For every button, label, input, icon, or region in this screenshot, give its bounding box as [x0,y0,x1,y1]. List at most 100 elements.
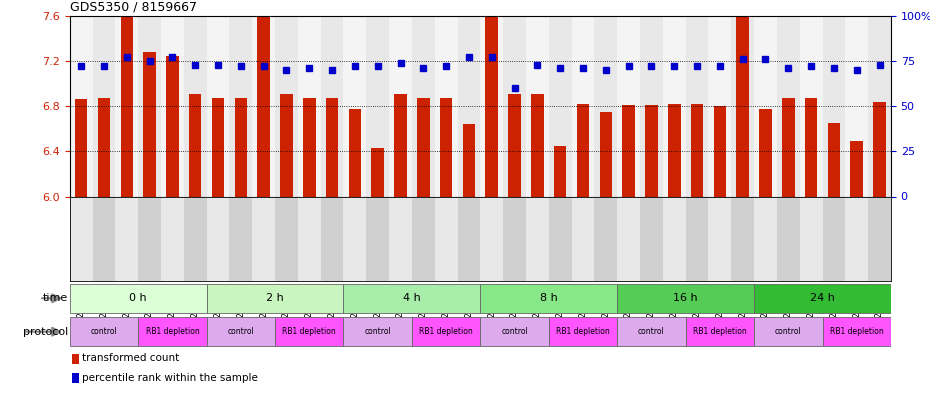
Text: RB1 depletion: RB1 depletion [283,327,336,336]
Text: time: time [43,293,68,303]
Bar [161,16,184,196]
Bar [412,317,480,346]
Bar [206,196,230,281]
Bar [822,16,845,196]
Bar [713,106,726,196]
Bar [70,196,93,281]
Bar [412,16,434,196]
Text: 4 h: 4 h [403,293,420,303]
Bar [321,196,343,281]
Bar [618,196,640,281]
Text: RB1 depletion: RB1 depletion [556,327,610,336]
Bar [321,16,343,196]
Bar [845,16,868,196]
Bar [189,94,202,196]
Bar [366,196,389,281]
Bar [115,196,139,281]
Bar [800,16,822,196]
Bar [161,196,184,281]
Bar [526,196,549,281]
Bar [731,196,754,281]
Bar [754,16,777,196]
Bar [303,98,315,196]
Text: control: control [638,327,665,336]
Bar [645,105,658,196]
Bar [640,16,663,196]
Bar [554,146,566,196]
Bar [184,16,206,196]
Bar [845,196,868,281]
Bar [280,94,293,196]
Bar [622,105,635,196]
Bar [230,196,252,281]
Bar [549,196,572,281]
Text: control: control [501,327,528,336]
Bar [549,16,572,196]
Bar [572,16,594,196]
Text: RB1 depletion: RB1 depletion [830,327,884,336]
Bar [417,98,430,196]
Text: control: control [775,327,802,336]
Text: control: control [228,327,254,336]
Bar [503,196,526,281]
Bar [480,16,503,196]
Bar [394,94,406,196]
Bar [873,102,885,196]
Bar [549,317,618,346]
Bar [343,16,366,196]
Text: 16 h: 16 h [673,293,698,303]
Bar [343,196,366,281]
Bar [349,110,361,196]
Bar [618,284,754,313]
Text: 2 h: 2 h [266,293,284,303]
Bar [618,16,640,196]
Bar [75,99,87,196]
Bar [139,196,161,281]
Bar [668,104,681,196]
Bar [480,317,549,346]
Bar [275,317,343,346]
Bar [298,16,321,196]
Bar [139,16,161,196]
Bar [412,196,434,281]
Bar [777,16,800,196]
Bar [509,94,521,196]
Bar [234,98,247,196]
Bar [258,17,270,196]
Bar [754,284,891,313]
Text: transformed count: transformed count [82,353,179,364]
Bar [822,196,845,281]
Bar [458,16,480,196]
Bar [754,196,777,281]
Bar [800,196,822,281]
Bar [121,17,133,196]
Bar [440,98,452,196]
Bar [685,196,709,281]
Bar [709,16,731,196]
Bar [572,196,594,281]
Bar [212,98,224,196]
Bar [366,16,389,196]
Bar [166,57,179,196]
Bar [526,16,549,196]
Bar [434,16,458,196]
Bar [115,16,139,196]
Bar [868,16,891,196]
Bar [206,284,343,313]
Bar [828,123,840,196]
Bar [72,354,79,364]
Bar [139,317,206,346]
Bar [731,16,754,196]
Bar [480,284,618,313]
Bar [868,196,891,281]
Text: RB1 depletion: RB1 depletion [419,327,473,336]
Bar [93,196,115,281]
Bar [70,284,206,313]
Text: 24 h: 24 h [810,293,835,303]
Bar [98,98,111,196]
Bar [485,17,498,196]
Bar [618,317,685,346]
Bar [389,196,412,281]
Text: GDS5350 / 8159667: GDS5350 / 8159667 [70,1,197,14]
Text: percentile rank within the sample: percentile rank within the sample [82,373,258,383]
